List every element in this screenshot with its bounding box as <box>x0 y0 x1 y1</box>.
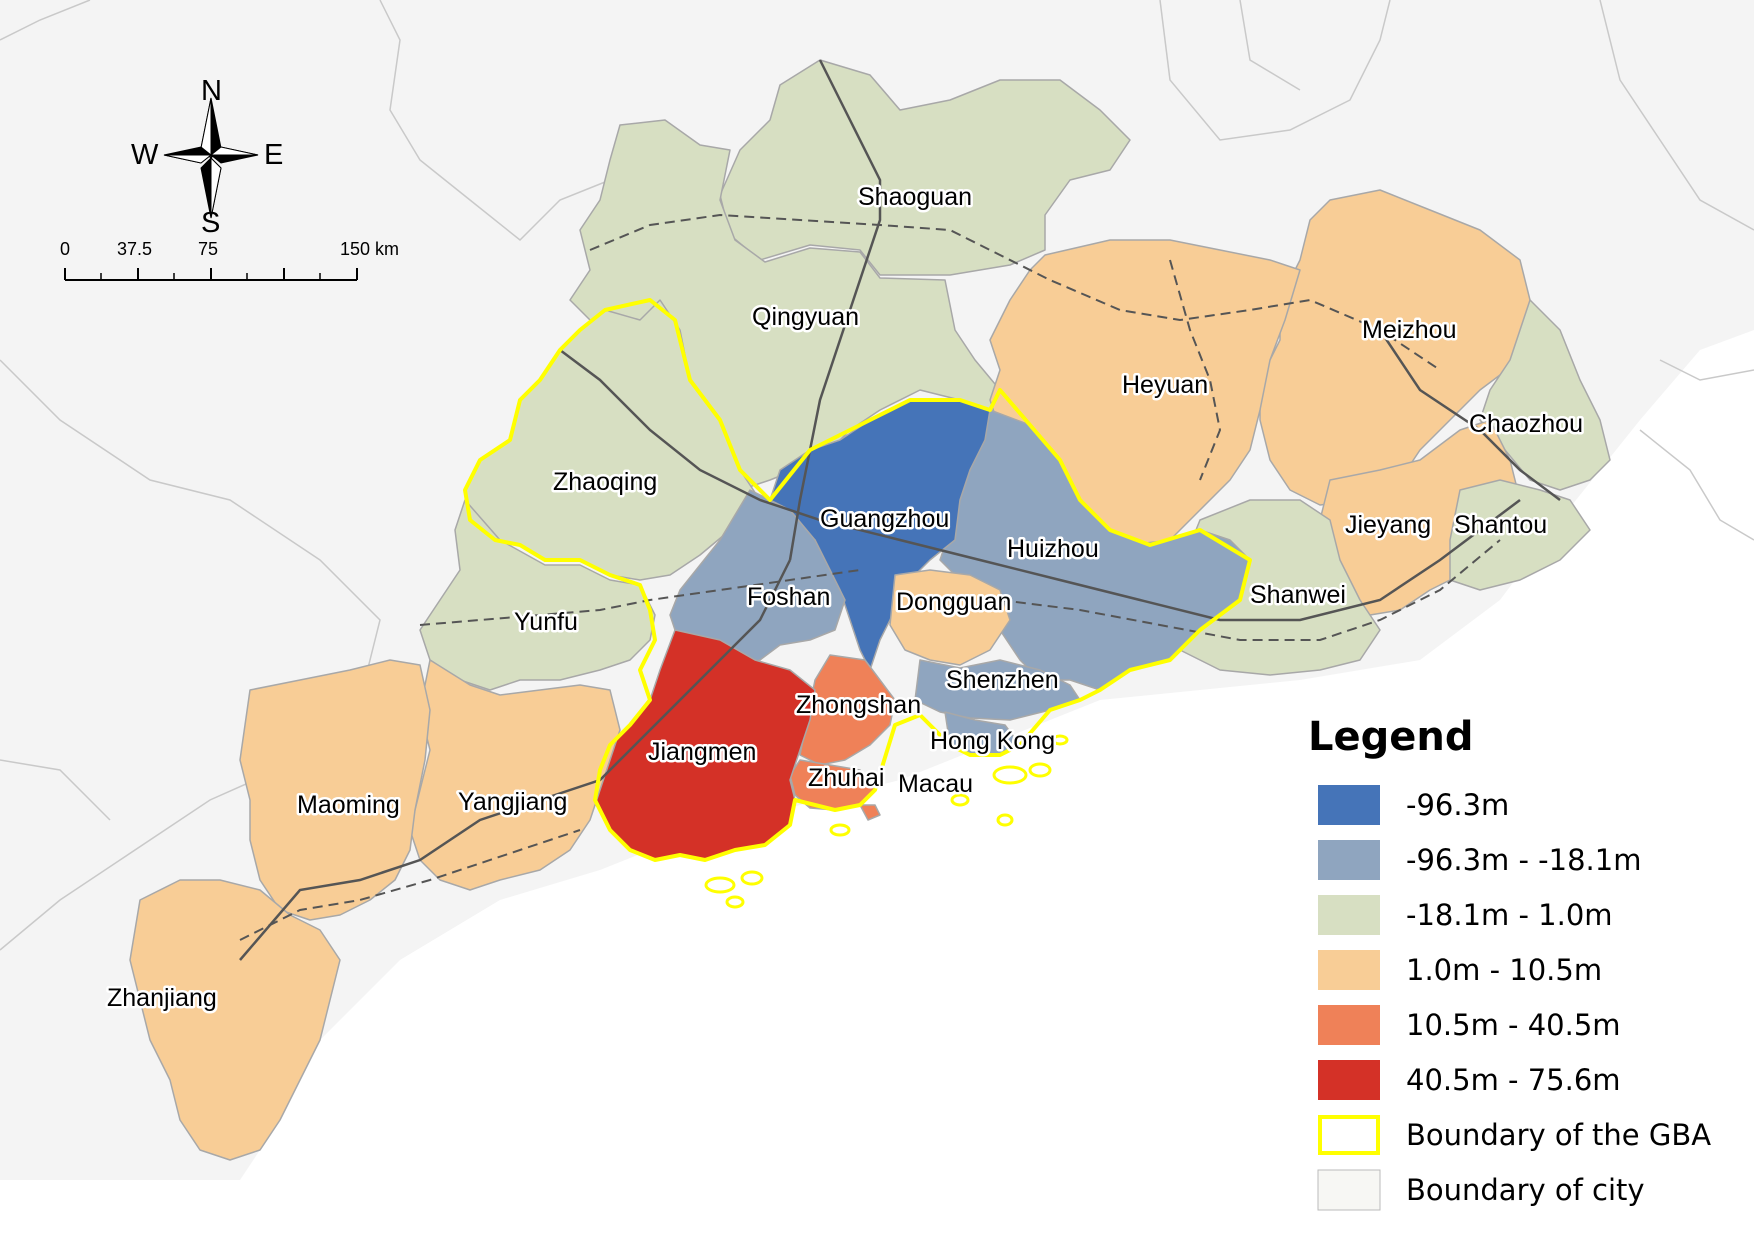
label-maoming: Maoming <box>297 791 400 819</box>
legend-item: Boundary of city <box>1317 1169 1645 1211</box>
label-heyuan: Heyuan <box>1122 371 1208 399</box>
region-zhanjiang <box>129 879 341 1161</box>
legend-swatch <box>1317 1169 1381 1211</box>
legend-label: -18.1m - 1.0m <box>1406 898 1613 932</box>
islands <box>704 734 1069 909</box>
scale-label-2: 75 <box>198 239 218 259</box>
legend-item: 10.5m - 40.5m <box>1318 1005 1621 1045</box>
label-shantou: Shantou <box>1454 511 1547 539</box>
region-chaozhou <box>1479 299 1611 491</box>
label-shenzhen: Shenzhen <box>946 666 1059 694</box>
legend-item: -96.3m - -18.1m <box>1318 840 1641 880</box>
region-shantou <box>1449 479 1591 591</box>
railway-line <box>559 349 1521 622</box>
label-jiangmen: Jiangmen <box>648 738 756 766</box>
region-maoming <box>239 659 431 921</box>
railway-line <box>239 559 792 961</box>
compass-e: E <box>264 139 283 171</box>
legend-item: 1.0m - 10.5m <box>1318 950 1602 990</box>
label-qingyuan: Qingyuan <box>752 303 859 331</box>
region-macau <box>859 804 881 821</box>
legend-label: 40.5m - 75.6m <box>1406 1063 1621 1097</box>
label-yangjiang: Yangjiang <box>458 788 567 816</box>
label-chaozhou: Chaozhou <box>1469 410 1583 438</box>
legend-title: Legend <box>1308 714 1474 760</box>
label-zhanjiang: Zhanjiang <box>107 984 217 1012</box>
legend-swatch <box>1318 840 1380 880</box>
gba-boundary <box>463 298 1252 862</box>
legend-label: 10.5m - 40.5m <box>1406 1008 1621 1042</box>
label-yunfu: Yunfu <box>514 608 578 636</box>
label-zhuhai: Zhuhai <box>808 764 884 792</box>
legend-item: -96.3m <box>1318 785 1509 825</box>
highway-line <box>589 213 1441 371</box>
highway-line <box>1169 259 1222 481</box>
label-zhaoqing: Zhaoqing <box>553 468 657 496</box>
legend-swatch <box>1318 1060 1380 1100</box>
legend-item: Boundary of the GBA <box>1318 1115 1711 1155</box>
label-foshan: Foshan <box>747 583 830 611</box>
label-hongkong: Hong Kong <box>930 727 1055 755</box>
label-meizhou: Meizhou <box>1362 316 1457 344</box>
north-arrow-icon: N S E W <box>131 75 283 239</box>
region-yunfu <box>419 499 656 691</box>
legend-swatch <box>1318 1005 1380 1045</box>
highway-line <box>419 569 861 626</box>
label-dongguan: Dongguan <box>896 588 1011 616</box>
railway-line <box>1378 329 1561 501</box>
legend-label: 1.0m - 10.5m <box>1406 953 1602 987</box>
legend-swatch <box>1318 895 1380 935</box>
label-shanwei: Shanwei <box>1250 581 1346 609</box>
label-macau: Macau <box>898 770 973 798</box>
scale-label-1: 37.5 <box>117 239 152 259</box>
scale-bar: 0 37.5 75 150 km <box>60 239 399 281</box>
legend-item: 40.5m - 75.6m <box>1318 1060 1621 1100</box>
scale-label-3: 150 km <box>340 239 399 259</box>
legend-label: Boundary of the GBA <box>1406 1118 1711 1152</box>
region-dongguan <box>889 569 1011 666</box>
legend-swatch <box>1318 950 1380 990</box>
legend-item: -18.1m - 1.0m <box>1318 895 1613 935</box>
scale-label-0: 0 <box>60 239 70 259</box>
legend-swatch <box>1318 1115 1380 1155</box>
label-zhongshan: Zhongshan <box>796 691 921 719</box>
compass-w: W <box>131 139 159 171</box>
railway-line <box>788 59 882 561</box>
transport-network <box>239 59 1561 961</box>
compass-n: N <box>201 75 222 107</box>
city-regions <box>129 59 1611 1161</box>
legend: Legend -96.3m -96.3m - -18.1m -18.1m - 1… <box>1308 714 1711 1211</box>
legend-label: -96.3m <box>1406 788 1509 822</box>
legend-label: -96.3m - -18.1m <box>1406 843 1641 877</box>
label-guangzhou: Guangzhou <box>820 505 949 533</box>
label-shaoguan: Shaoguan <box>858 183 972 211</box>
legend-label: Boundary of city <box>1406 1173 1645 1207</box>
city-labels: Shaoguan Qingyuan Meizhou Heyuan Chaozho… <box>105 181 1586 1015</box>
label-huizhou: Huizhou <box>1007 535 1099 563</box>
legend-swatch <box>1318 785 1380 825</box>
compass-s: S <box>201 207 220 239</box>
highway-line <box>239 829 581 941</box>
label-jieyang: Jieyang <box>1345 511 1431 539</box>
